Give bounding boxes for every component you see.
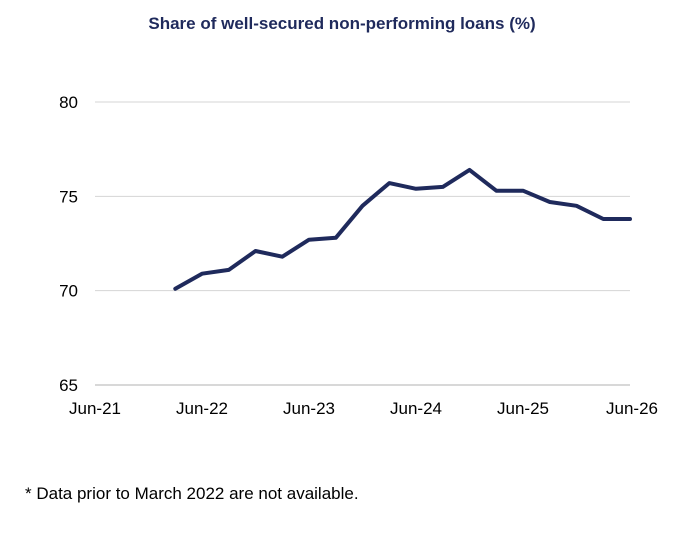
chart-title: Share of well-secured non-performing loa… <box>148 14 536 33</box>
y-tick-label: 65 <box>59 376 78 395</box>
y-tick-label: 70 <box>59 282 78 301</box>
gridlines <box>95 101 630 292</box>
y-tick-label: 75 <box>59 187 78 206</box>
x-tick-label: Jun-23 <box>283 399 335 418</box>
x-tick-label: Jun-25 <box>497 399 549 418</box>
x-tick-label: Jun-22 <box>176 399 228 418</box>
y-tick-label: 80 <box>59 93 78 112</box>
x-tick-label: Jun-24 <box>390 399 442 418</box>
x-tick-label: Jun-26 <box>606 399 658 418</box>
series-layer <box>173 167 632 291</box>
footnote: * Data prior to March 2022 are not avail… <box>25 484 359 503</box>
x-tick-label: Jun-21 <box>69 399 121 418</box>
tick-labels: 65 70 75 80 Jun-21 Jun-22 Jun-23 Jun-24 Jun-25 Ju… <box>59 93 658 418</box>
series-line <box>173 167 632 291</box>
